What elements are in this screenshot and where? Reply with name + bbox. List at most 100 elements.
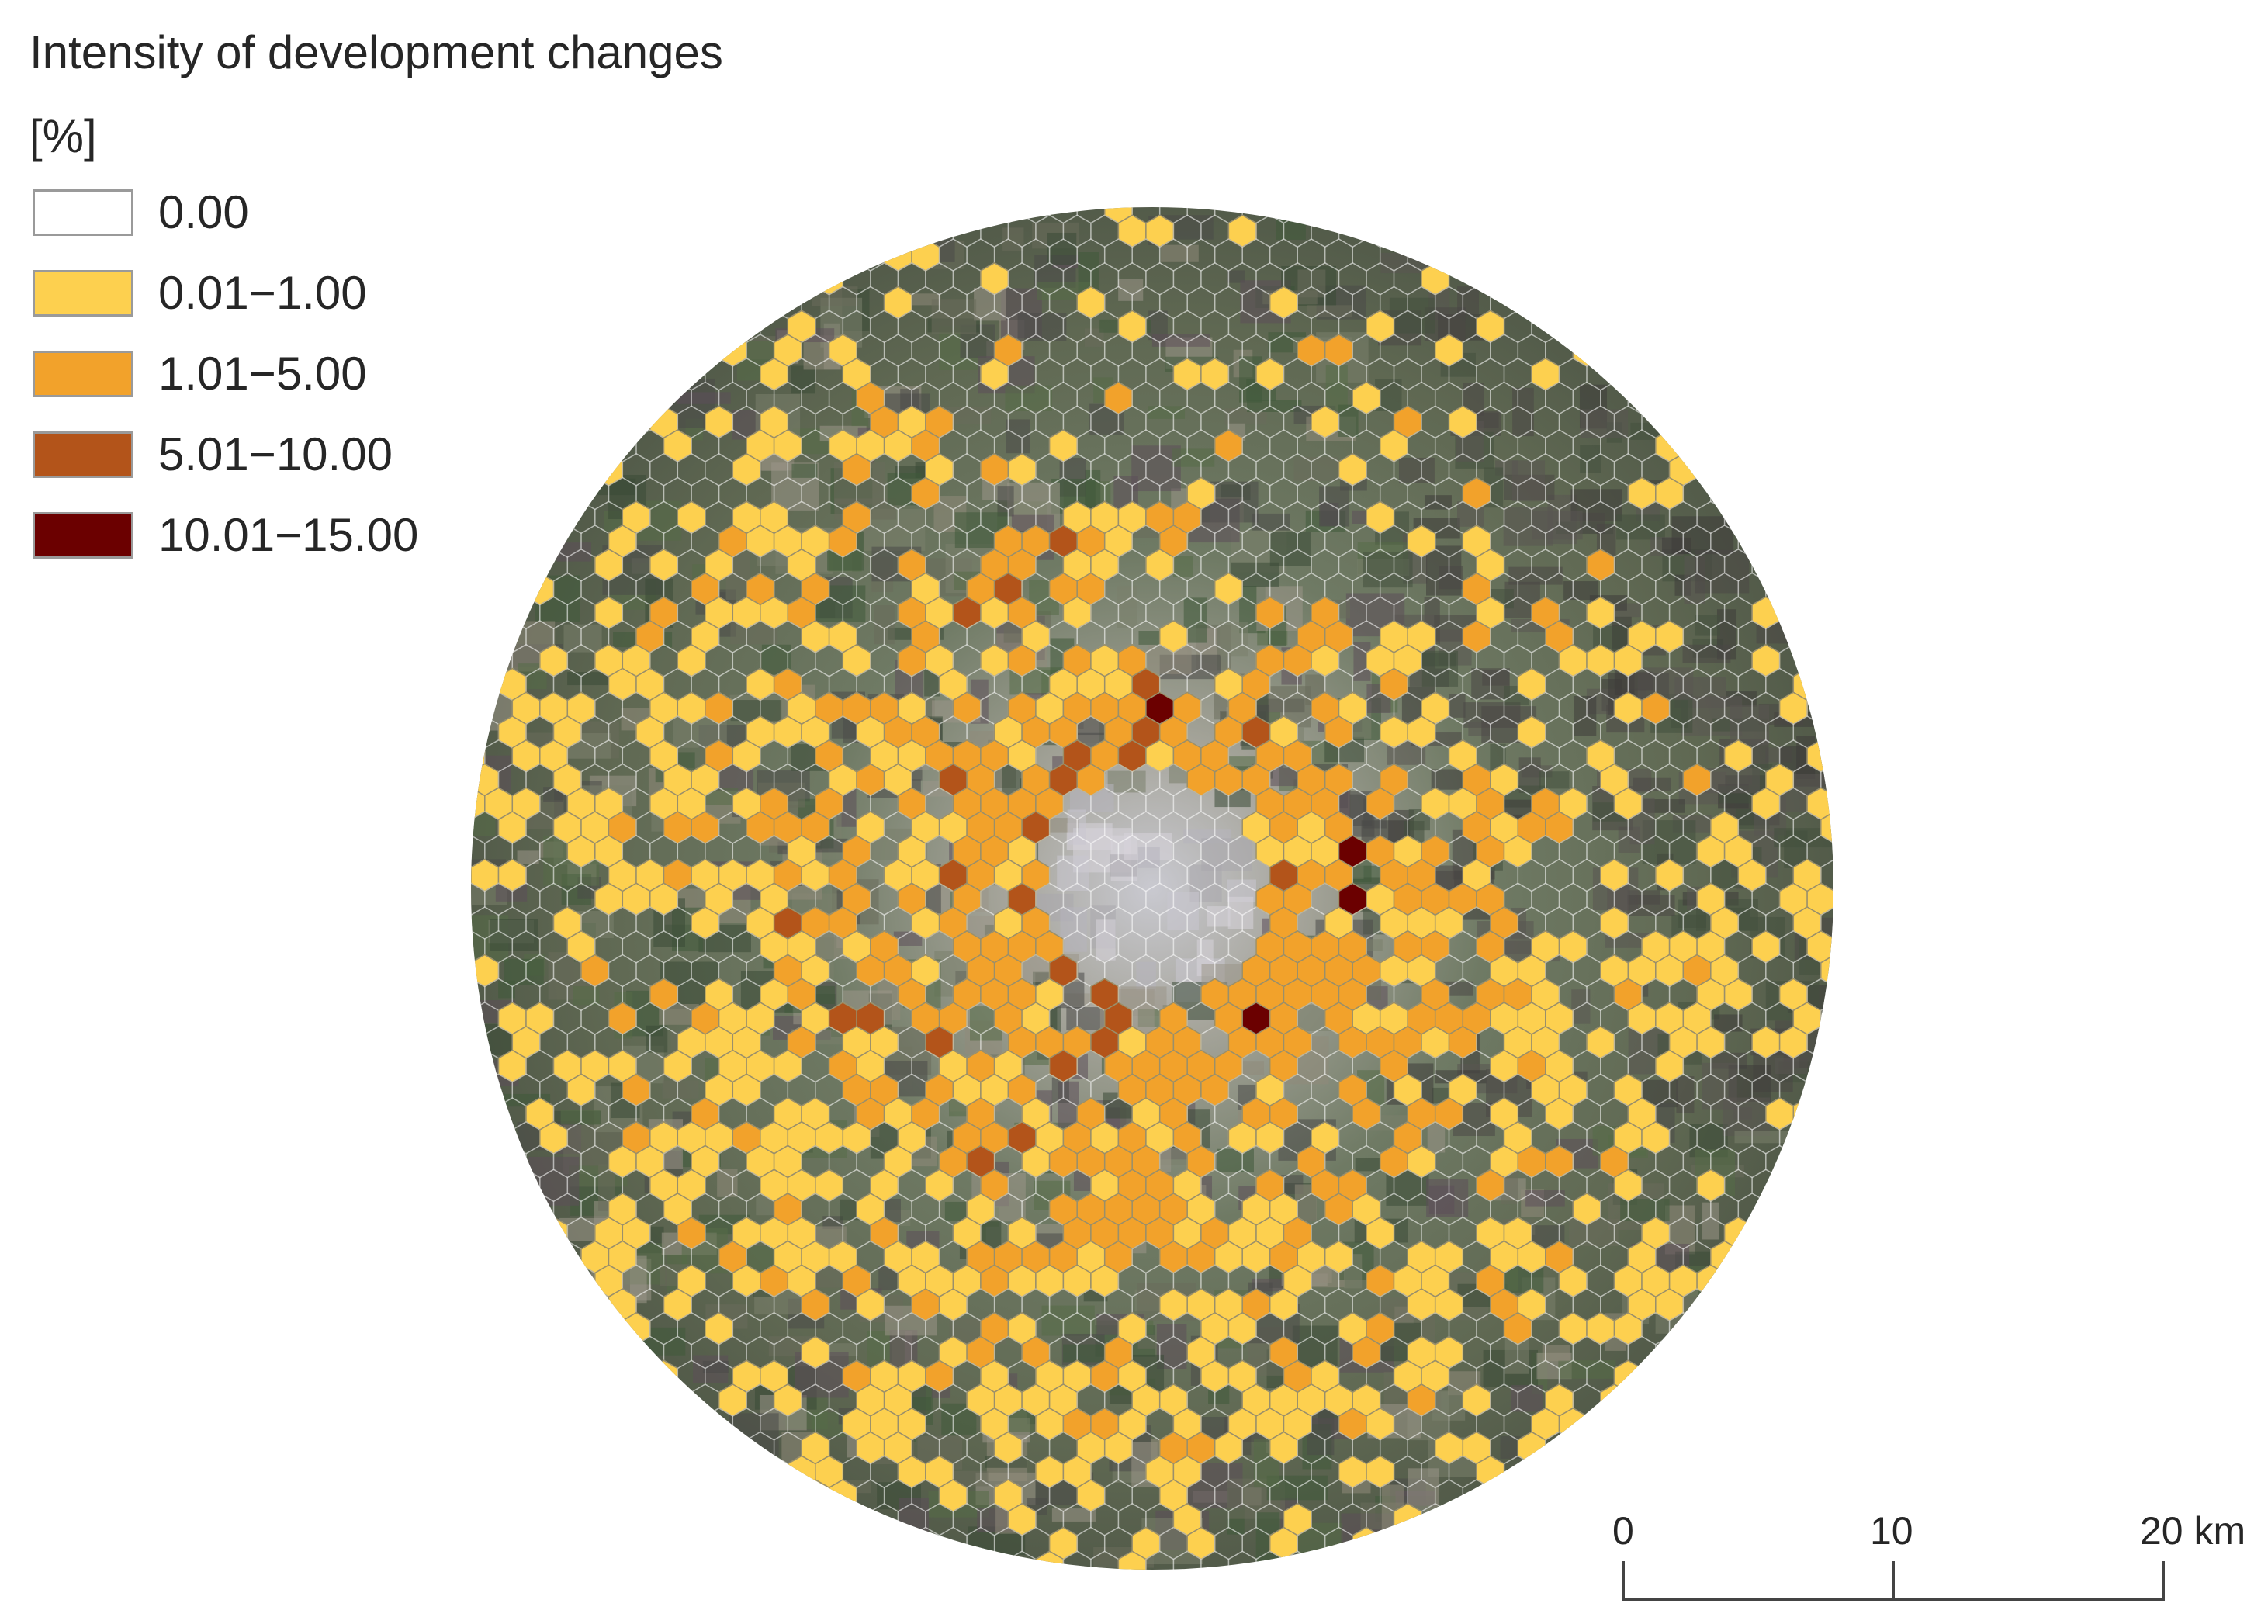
hex-cell [525,858,555,892]
hex-cell [566,1120,596,1155]
satellite-patch [900,389,919,410]
hex-cell [1696,691,1726,725]
hex-cell [1558,357,1588,391]
hex-cell [1710,1049,1740,1083]
legend-swatch [33,431,133,478]
satellite-patch [1217,1148,1254,1172]
hex-cell [1021,381,1051,415]
hex-cell [1710,620,1740,653]
satellite-patch [1542,1345,1570,1362]
hex-cell [594,739,624,773]
legend-item-4: 10.01−15.00 [33,509,418,562]
hex-cell [539,596,569,630]
hex-cell [1503,500,1532,535]
hex-cell [925,1359,954,1394]
hex-cell [1531,834,1560,868]
hex-cell [801,381,830,415]
hex-cell [566,1073,596,1107]
hex-cell [1503,1311,1532,1345]
hex-cell [1393,1169,1422,1203]
hex-cell [1778,1025,1808,1059]
hex-cell [580,1097,610,1131]
hex-cell [1682,572,1712,606]
hex-cell [1407,286,1436,320]
hex-cell [1076,858,1106,892]
hex-cell [497,954,527,988]
satellite-patch [1525,1190,1565,1207]
hex-cell [705,1169,734,1203]
hex-cell [1434,1288,1464,1321]
satellite-patch [1511,460,1546,502]
hex-cell [911,286,940,320]
legend-swatch [33,512,133,559]
hex-cell [1613,787,1643,821]
hex-cell [1407,476,1436,511]
hex-cell [1476,261,1505,296]
satellite-patch [1439,566,1463,590]
hex-cell [552,572,582,606]
hex-cell [1200,310,1230,344]
hex-cell [1035,214,1065,248]
satellite-patch [1151,334,1210,347]
satellite-patch [1620,1199,1670,1221]
hex-cell [677,1216,706,1250]
hex-cell [1490,429,1519,462]
satellite-patch [1627,671,1653,691]
hex-cell [1407,525,1436,558]
hex-cell [1641,882,1671,916]
hex-cell [1668,500,1698,535]
hex-cell [691,811,720,844]
hex-cell [1434,286,1464,320]
scale-tick-20 [2162,1561,2165,1600]
hex-cell [1517,858,1546,892]
hex-cell [1393,310,1422,344]
satellite-patch [912,1397,932,1411]
hex-cell [1214,476,1243,511]
hex-cell [1503,548,1532,582]
hex-cell [1558,405,1588,439]
hex-cell [705,1311,734,1345]
satellite-patch [1569,1218,1619,1246]
hex-cell [1131,858,1161,892]
satellite-patch [573,985,600,1006]
hex-cell [732,739,761,773]
hex-cell [635,906,665,940]
hex-cell [1048,1288,1078,1321]
hex-cell [1021,334,1051,367]
hex-cell [870,452,899,487]
satellite-patch [1136,961,1156,991]
hex-cell [1655,1049,1685,1083]
hex-cell [1297,1288,1326,1321]
hex-cell [842,452,871,487]
hex-cell [1462,667,1491,701]
hex-cell [1586,1025,1615,1059]
hex-cell [1090,1264,1120,1298]
hex-cell [952,310,982,344]
hex-cell [1407,1144,1436,1179]
hex-cell [1117,310,1147,344]
hex-cell [677,930,706,964]
hex-cell [471,739,486,773]
hex-cell [539,643,569,677]
satellite-patch [1307,305,1352,317]
satellite-patch [791,365,815,394]
hex-cell [773,429,802,462]
hex-cell [1613,405,1643,439]
satellite-patch [1148,406,1186,419]
satellite-patch [878,1266,898,1291]
hex-cell [1214,381,1243,415]
satellite-patch [1501,1169,1518,1205]
hex-cell [1503,452,1532,487]
hex-cell [1297,286,1326,320]
hex-cell [1462,476,1491,511]
hex-cell [1820,1002,1833,1035]
satellite-patch [791,463,818,478]
hex-cell [497,858,527,892]
hex-cell [1627,715,1657,749]
satellite-patch [563,624,602,653]
hex-cell [1751,643,1781,677]
hex-cell [760,1311,789,1345]
hex-cell [1117,1264,1147,1298]
